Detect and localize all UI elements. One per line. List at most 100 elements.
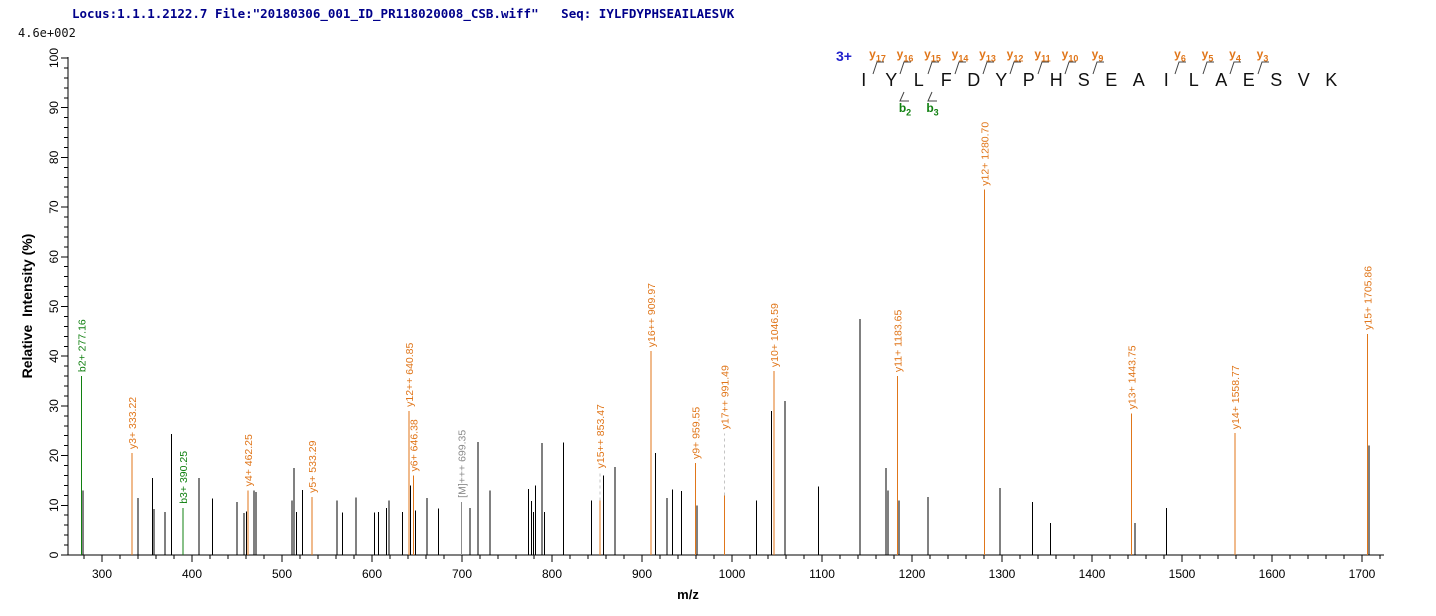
peak-label: y15++ 853.47 <box>595 404 607 468</box>
peak-label: y4+ 462.25 <box>243 434 255 486</box>
b-cleavage-mark <box>899 91 909 102</box>
residue: y11 H <box>1034 46 1071 116</box>
svg-text:1400: 1400 <box>1079 567 1106 581</box>
residue: y16 b2 L <box>897 46 933 117</box>
y-cleavage-mark <box>982 61 994 75</box>
y-cleavage-mark <box>1202 61 1214 75</box>
svg-text:40: 40 <box>47 349 61 363</box>
labeled-peaks: b2+ 277.16 y3+ 333.22 b3+ 390.25 y4+ 462.25… <box>76 122 1374 555</box>
y-ion-label: y13 <box>979 47 996 64</box>
residue: y3 S <box>1257 46 1291 116</box>
y-cleavage-mark <box>1257 61 1269 75</box>
svg-text:50: 50 <box>47 300 61 314</box>
y-cleavage-mark <box>1037 61 1049 75</box>
y-cleavage-mark <box>1064 61 1076 75</box>
peak-label: y13+ 1443.75 <box>1126 345 1138 409</box>
svg-text:800: 800 <box>542 567 562 581</box>
y-ion-label: y4 <box>1229 47 1241 64</box>
y-cleavage-mark <box>1009 61 1021 75</box>
peak-label: y10+ 1046.59 <box>769 303 781 367</box>
svg-text:0: 0 <box>47 551 61 558</box>
unassigned-peaks <box>82 318 1370 555</box>
y-ion-label: y9 <box>1091 47 1104 64</box>
svg-text:10: 10 <box>47 498 61 512</box>
peak-label: y15+ 1705.86 <box>1362 266 1374 330</box>
svg-text:100: 100 <box>47 48 61 68</box>
y-ion-label: y10 <box>1061 47 1079 64</box>
y-cleavage-mark <box>1092 61 1104 75</box>
residue-letter: S <box>1270 70 1283 90</box>
x-tick-labels: 300 400 500 600 700 800 900 1000 1100 1200 1300 140… <box>92 567 1376 581</box>
residue: K <box>1318 46 1346 116</box>
residue: y14 D <box>952 46 988 116</box>
svg-text:90: 90 <box>47 101 61 115</box>
locus-file-seq-title: Locus:1.1.1.2122.7 File:"20180306_001_ID… <box>72 6 735 21</box>
residue-letter: H <box>1049 70 1063 90</box>
svg-text:600: 600 <box>362 567 382 581</box>
y-cleavage-mark <box>927 61 939 75</box>
svg-text:80: 80 <box>47 150 61 164</box>
svg-text:1000: 1000 <box>719 567 746 581</box>
peak-label: y3+ 333.22 <box>127 397 139 449</box>
residue-letter: L <box>1188 70 1199 90</box>
y-cleavage-mark <box>899 61 911 75</box>
residue-letter: A <box>1132 70 1145 90</box>
svg-text:1600: 1600 <box>1259 567 1286 581</box>
y-ion-label: y16 <box>896 47 914 64</box>
svg-text:700: 700 <box>452 567 472 581</box>
residue: y4 E <box>1229 46 1263 116</box>
svg-text:1700: 1700 <box>1349 567 1376 581</box>
svg-text:70: 70 <box>47 200 61 214</box>
y-cleavage-mark <box>954 61 966 75</box>
residue: y6 L <box>1174 46 1208 116</box>
residue: A <box>1125 46 1153 116</box>
svg-text:1200: 1200 <box>899 567 926 581</box>
svg-text:30: 30 <box>47 399 61 413</box>
peak-label: b3+ 390.25 <box>178 451 190 504</box>
y-ion-label: y6 <box>1174 47 1186 64</box>
peak-label: [M]+++ 699.35 <box>456 430 468 498</box>
residue-letter: Y <box>995 70 1008 90</box>
b-cleavage-mark <box>926 91 937 102</box>
peak-label: y12++ 640.85 <box>404 342 416 406</box>
residue-letter: L <box>913 70 924 90</box>
y-cleavage-mark <box>1229 61 1241 75</box>
peak-label: y16++ 909.97 <box>646 283 658 347</box>
precursor-charge-label: 3+ <box>836 48 852 64</box>
residue-letter: V <box>1297 70 1310 90</box>
residue-letter: E <box>1105 70 1118 90</box>
b-ion-label: b2 <box>898 101 912 118</box>
svg-text:1500: 1500 <box>1169 567 1196 581</box>
residue-letter: I <box>1163 70 1169 90</box>
residue-letter: S <box>1077 70 1090 90</box>
peak-label: y12+ 1280.70 <box>980 122 992 186</box>
x-axis-title: m/z <box>677 587 699 602</box>
y-tick-labels: 0 10 20 30 40 50 60 70 80 90 100 <box>47 48 61 559</box>
svg-text:60: 60 <box>47 250 61 264</box>
y-ion-label: y14 <box>951 47 969 64</box>
base-intensity-note: 4.6e+002 <box>18 26 76 40</box>
svg-text:500: 500 <box>272 567 292 581</box>
svg-text:400: 400 <box>182 567 202 581</box>
y-ion-label: y12 <box>1006 47 1024 64</box>
y-ion-label: y11 <box>1034 47 1051 64</box>
peak-label: y14+ 1558.77 <box>1230 365 1242 429</box>
residue-letter: Y <box>885 70 898 90</box>
residue: y17 Y <box>869 46 906 116</box>
y-ion-label: y17 <box>869 47 886 64</box>
residue: y15 b3 F <box>924 46 961 117</box>
peak-label: y6+ 646.38 <box>409 419 421 471</box>
peak-label: y17++ 991.49 <box>719 365 731 429</box>
b-ion-label: b3 <box>926 101 939 118</box>
svg-text:1100: 1100 <box>809 567 835 581</box>
residue-letter: D <box>967 70 981 90</box>
residue: y10 S <box>1062 46 1098 116</box>
y-ion-label: y5 <box>1201 47 1214 64</box>
y-ion-label: y15 <box>924 47 941 64</box>
residue: I <box>850 46 878 116</box>
peak-label: b2+ 277.16 <box>76 319 88 372</box>
y-cleavage-mark <box>872 61 884 75</box>
